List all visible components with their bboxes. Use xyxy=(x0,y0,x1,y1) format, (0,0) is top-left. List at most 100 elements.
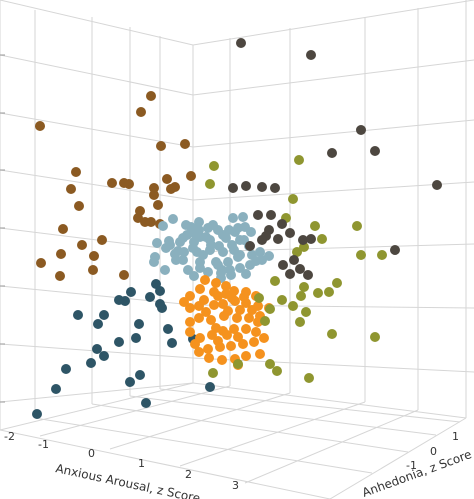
data-point-teal xyxy=(114,295,124,305)
data-point-brown xyxy=(136,107,146,117)
y-axis-label: Anhedonia, z Score xyxy=(360,447,473,499)
data-point-lightblue xyxy=(173,246,183,256)
data-point-darkgray xyxy=(306,50,316,60)
x-tick-label: 0 xyxy=(88,447,95,460)
data-point-orange xyxy=(241,351,251,361)
data-point-darkgray xyxy=(285,269,295,279)
data-point-lightblue xyxy=(152,238,162,248)
data-point-lightblue xyxy=(206,240,216,250)
data-point-teal xyxy=(86,358,96,368)
data-point-lightblue xyxy=(203,267,213,277)
data-point-lightblue xyxy=(225,265,235,275)
data-point-darkgray xyxy=(390,245,400,255)
data-point-brown xyxy=(149,190,159,200)
data-point-teal xyxy=(93,319,103,329)
data-point-brown xyxy=(170,182,180,192)
data-point-brown xyxy=(180,139,190,149)
data-point-darkgray xyxy=(432,180,442,190)
data-point-lightblue xyxy=(183,265,193,275)
data-point-lightblue xyxy=(230,227,240,237)
data-point-brown xyxy=(36,258,46,268)
y-axis-ticks: 1 0 -1 xyxy=(406,430,459,472)
data-point-teal xyxy=(155,299,165,309)
data-point-olive xyxy=(233,359,243,369)
data-point-lightblue xyxy=(178,233,188,243)
data-point-teal xyxy=(51,384,61,394)
data-point-olive xyxy=(296,291,306,301)
data-point-lightblue xyxy=(228,213,238,223)
x-axis-ticks: -2 -1 0 1 2 3 xyxy=(4,430,239,492)
data-point-orange xyxy=(229,324,239,334)
data-point-orange xyxy=(259,333,269,343)
data-point-orange xyxy=(221,281,231,291)
data-point-brown xyxy=(66,184,76,194)
data-point-brown xyxy=(55,271,65,281)
data-point-brown xyxy=(146,91,156,101)
data-point-orange xyxy=(239,292,249,302)
data-point-brown xyxy=(88,265,98,275)
data-point-lightblue xyxy=(241,269,251,279)
data-point-olive xyxy=(370,332,380,342)
data-point-brown xyxy=(119,270,129,280)
x-tick-label: -1 xyxy=(38,438,49,451)
data-point-brown xyxy=(146,217,156,227)
data-point-olive xyxy=(301,307,311,317)
data-point-teal xyxy=(73,310,83,320)
data-point-teal xyxy=(141,398,151,408)
data-point-olive xyxy=(270,276,280,286)
data-point-olive xyxy=(313,288,323,298)
data-point-olive xyxy=(292,247,302,257)
data-point-lightblue xyxy=(188,243,198,253)
data-point-darkgray xyxy=(236,38,246,48)
data-point-olive xyxy=(304,373,314,383)
data-point-olive xyxy=(299,282,309,292)
data-point-olive xyxy=(265,304,275,314)
data-point-lightblue xyxy=(171,255,181,265)
data-point-brown xyxy=(89,251,99,261)
data-point-teal xyxy=(61,364,71,374)
x-tick-label: -2 xyxy=(4,430,15,443)
scatter-points xyxy=(32,38,442,419)
data-point-lightblue xyxy=(160,265,170,275)
data-point-teal xyxy=(145,292,155,302)
data-point-teal xyxy=(163,324,173,334)
data-point-darkgray xyxy=(257,235,267,245)
data-point-olive xyxy=(317,234,327,244)
data-point-orange xyxy=(206,315,216,325)
data-point-olive xyxy=(288,194,298,204)
data-point-orange xyxy=(247,305,257,315)
data-point-orange xyxy=(213,336,223,346)
back-left-wall xyxy=(0,0,194,430)
data-point-teal xyxy=(167,338,177,348)
data-point-orange xyxy=(241,324,251,334)
y-tick-label: 1 xyxy=(452,430,459,443)
data-point-teal xyxy=(135,370,145,380)
data-point-lightblue xyxy=(168,214,178,224)
data-point-lightblue xyxy=(238,212,248,222)
data-point-orange xyxy=(213,291,223,301)
data-point-lightblue xyxy=(208,220,218,230)
data-point-orange xyxy=(200,275,210,285)
data-point-lightblue xyxy=(178,255,188,265)
data-point-lightblue xyxy=(158,221,168,231)
data-point-orange xyxy=(185,317,195,327)
x-tick-label: 1 xyxy=(138,457,145,470)
data-point-brown xyxy=(107,178,117,188)
data-point-teal xyxy=(134,319,144,329)
data-point-lightblue xyxy=(257,255,267,265)
data-point-orange xyxy=(195,284,205,294)
data-point-brown xyxy=(119,178,129,188)
data-point-brown xyxy=(97,235,107,245)
data-point-lightblue xyxy=(194,225,204,235)
data-point-orange xyxy=(223,306,233,316)
data-point-olive xyxy=(254,293,264,303)
data-point-orange xyxy=(249,337,259,347)
data-point-orange xyxy=(199,295,209,305)
data-point-lightblue xyxy=(223,257,233,267)
data-point-darkgray xyxy=(306,234,316,244)
data-point-lightblue xyxy=(150,252,160,262)
data-point-olive xyxy=(294,155,304,165)
data-point-olive xyxy=(332,278,342,288)
data-point-orange xyxy=(194,313,204,323)
